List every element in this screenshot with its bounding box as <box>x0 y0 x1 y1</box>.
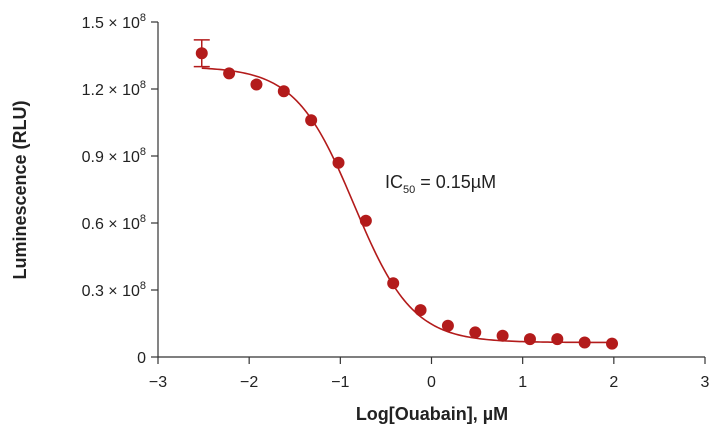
y-tick-label: 0.9 × 108 <box>82 146 146 166</box>
data-point <box>441 319 454 332</box>
y-tick-label: 0.6 × 108 <box>82 213 146 233</box>
data-points <box>195 47 619 350</box>
data-point <box>250 78 263 91</box>
data-point <box>332 156 345 169</box>
data-point <box>387 277 400 290</box>
x-tick-label: −2 <box>240 374 258 391</box>
fit-curve <box>201 67 613 344</box>
data-point <box>277 85 290 98</box>
data-point <box>496 329 509 342</box>
data-point <box>195 47 208 60</box>
y-axis-ticks: 0 0.3 × 108 0.6 × 108 0.9 × 108 1.2 × 108 1.5… <box>82 12 158 367</box>
x-tick-label: −1 <box>331 374 349 391</box>
data-point <box>305 114 318 127</box>
data-point <box>414 304 427 317</box>
x-axis-title: Log[Ouabain], µM <box>356 404 508 424</box>
data-point <box>469 326 482 339</box>
x-tick-label: −3 <box>149 374 167 391</box>
data-point <box>551 333 564 346</box>
y-tick-label: 1.2 × 108 <box>82 79 146 99</box>
y-tick-label: 1.5 × 108 <box>82 12 146 32</box>
y-axis-title: Luminescence (RLU) <box>10 100 30 279</box>
x-axis-ticks: −3 −2 −1 0 1 2 3 <box>149 357 710 391</box>
y-tick-label: 0 <box>137 350 146 367</box>
data-point <box>606 337 619 350</box>
x-tick-label: 3 <box>701 374 710 391</box>
ic50-subscript: 50 <box>403 184 415 196</box>
x-tick-label: 1 <box>518 374 527 391</box>
data-point <box>578 336 591 349</box>
data-point <box>523 333 536 346</box>
x-tick-label: 0 <box>427 374 436 391</box>
data-point <box>359 214 372 227</box>
ic50-annotation: IC50 = 0.15µM <box>385 172 496 196</box>
data-point <box>223 67 236 80</box>
y-tick-label: 0.3 × 108 <box>82 280 146 300</box>
x-tick-label: 2 <box>609 374 618 391</box>
